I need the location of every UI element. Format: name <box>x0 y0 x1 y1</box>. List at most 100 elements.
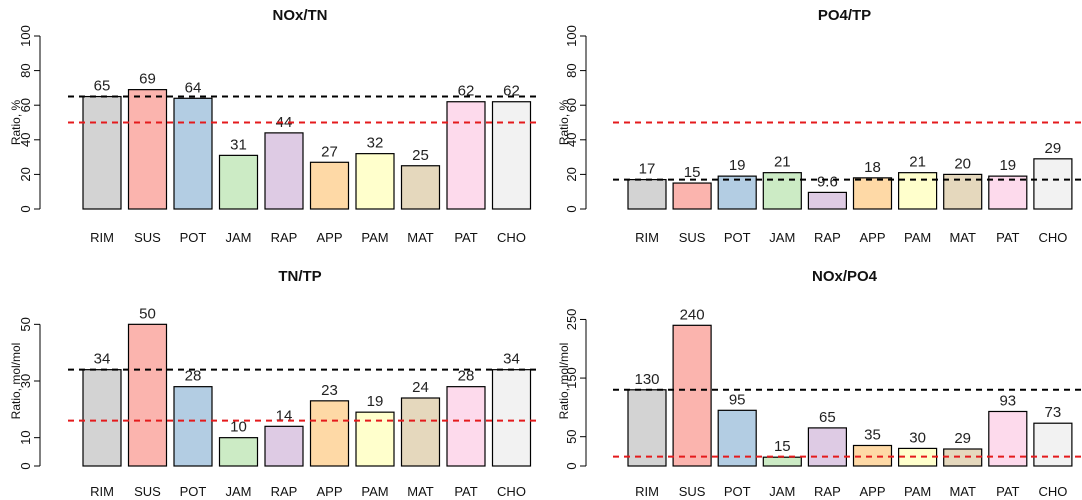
panel-title: PO4/TP <box>818 7 871 24</box>
value-label: 14 <box>276 407 293 424</box>
x-tick-label: CHO <box>497 484 526 499</box>
bar-pam <box>897 172 938 210</box>
x-tick-label: PAT <box>996 230 1019 245</box>
y-tick-label: 50 <box>564 429 579 443</box>
bar-sus <box>127 323 168 467</box>
bar-sus <box>672 324 712 467</box>
panel-1: NOx/TN 0 20 40 60 80 100 Ratio, % 65 RIM 69 SUS 64 PO… <box>9 7 538 245</box>
value-label: 20 <box>954 155 971 172</box>
value-label: 95 <box>729 391 746 408</box>
panel-title: TN/TP <box>278 268 321 285</box>
x-tick-label: SUS <box>134 230 161 245</box>
value-label: 9.6 <box>817 173 838 190</box>
x-tick-label: CHO <box>1038 484 1067 499</box>
y-tick-label: 50 <box>18 317 33 331</box>
y-axis-label: Ratio, mol/mol <box>557 343 571 420</box>
y-tick-label: 100 <box>18 25 33 47</box>
y-tick-label: 10 <box>18 430 33 444</box>
y-tick-label: 40 <box>564 133 579 147</box>
x-tick-label: CHO <box>1038 230 1067 245</box>
value-label: 34 <box>94 351 111 368</box>
panel-2: PO4/TP 0 20 40 60 80 100 Ratio, % 17 RIM 15 SUS 19 PO… <box>557 7 1082 245</box>
bar-pat <box>446 386 486 467</box>
x-tick-label: MAT <box>949 484 976 499</box>
x-tick-label: RIM <box>635 484 659 499</box>
y-tick-label: 0 <box>18 462 33 469</box>
value-label: 65 <box>819 409 836 426</box>
value-label: 29 <box>1045 140 1062 157</box>
value-label: 65 <box>94 78 111 95</box>
value-label: 23 <box>321 382 338 399</box>
bar-rim <box>627 178 667 210</box>
x-tick-label: PAT <box>996 484 1019 499</box>
x-tick-label: POT <box>180 484 207 499</box>
value-label: 240 <box>680 306 705 323</box>
y-tick-label: 0 <box>564 462 579 469</box>
value-label: 30 <box>909 429 926 446</box>
x-tick-label: SUS <box>679 230 706 245</box>
value-label: 15 <box>684 164 701 181</box>
bar-mat <box>400 397 441 467</box>
x-tick-label: RAP <box>814 484 841 499</box>
value-label: 35 <box>864 426 881 443</box>
bar-rap <box>264 132 304 210</box>
x-tick-label: APP <box>859 230 885 245</box>
bar-mat <box>400 165 441 210</box>
y-axis-label: Ratio, % <box>557 99 571 145</box>
x-tick-label: PAM <box>361 230 388 245</box>
bar-pat <box>988 410 1028 467</box>
bar-jam <box>218 437 259 467</box>
value-label: 15 <box>774 438 791 455</box>
y-tick-label: 60 <box>564 98 579 112</box>
x-tick-label: RIM <box>635 230 659 245</box>
value-label: 24 <box>412 379 429 396</box>
panel-3: TN/TP 0 10 30 50 Ratio, mol/mol 34 RIM 50 SUS 28 PO… <box>9 268 538 499</box>
panel-4: NOx/PO4 0 50 150 250 Ratio, mol/mol 130 RIM 240 S… <box>557 268 1082 499</box>
x-tick-label: JAM <box>769 484 795 499</box>
bar-rim <box>82 369 122 467</box>
x-tick-label: APP <box>316 230 342 245</box>
bar-mat <box>943 173 983 210</box>
value-label: 27 <box>321 143 338 160</box>
x-tick-label: RIM <box>90 230 114 245</box>
value-label: 50 <box>139 305 156 322</box>
y-tick-label: 60 <box>18 98 33 112</box>
x-tick-label: SUS <box>679 484 706 499</box>
value-label: 21 <box>909 154 926 171</box>
x-tick-label: POT <box>724 230 751 245</box>
y-tick-label: 20 <box>18 167 33 181</box>
bar-app <box>309 400 350 467</box>
x-tick-label: POT <box>724 484 751 499</box>
value-label: 18 <box>864 159 881 176</box>
x-tick-label: APP <box>316 484 342 499</box>
value-label: 25 <box>412 147 429 164</box>
value-label: 19 <box>999 157 1016 174</box>
y-tick-label: 40 <box>18 133 33 147</box>
bar-jam <box>762 172 802 210</box>
bar-pot <box>717 175 757 210</box>
value-label: 69 <box>139 71 156 88</box>
x-tick-label: RAP <box>271 484 298 499</box>
value-label: 32 <box>367 135 384 152</box>
bar-cho <box>1033 158 1073 210</box>
panel-title: NOx/PO4 <box>812 268 878 285</box>
bar-pat <box>446 101 486 210</box>
value-label: 19 <box>367 393 384 410</box>
x-tick-label: CHO <box>497 230 526 245</box>
value-label: 29 <box>954 430 971 447</box>
bar-app <box>852 177 893 210</box>
x-tick-label: JAM <box>769 230 795 245</box>
panel-title: NOx/TN <box>272 7 327 24</box>
bar-rim <box>82 95 122 210</box>
bar-jam <box>762 456 802 467</box>
bar-cho <box>491 369 532 467</box>
value-label: 44 <box>276 114 293 131</box>
bar-rap <box>807 191 848 210</box>
y-tick-label: 0 <box>564 205 579 212</box>
y-tick-label: 80 <box>564 63 579 77</box>
x-tick-label: PAT <box>454 230 477 245</box>
value-label: 21 <box>774 154 791 171</box>
x-tick-label: APP <box>859 484 885 499</box>
x-tick-label: MAT <box>949 230 976 245</box>
x-tick-label: RAP <box>814 230 841 245</box>
